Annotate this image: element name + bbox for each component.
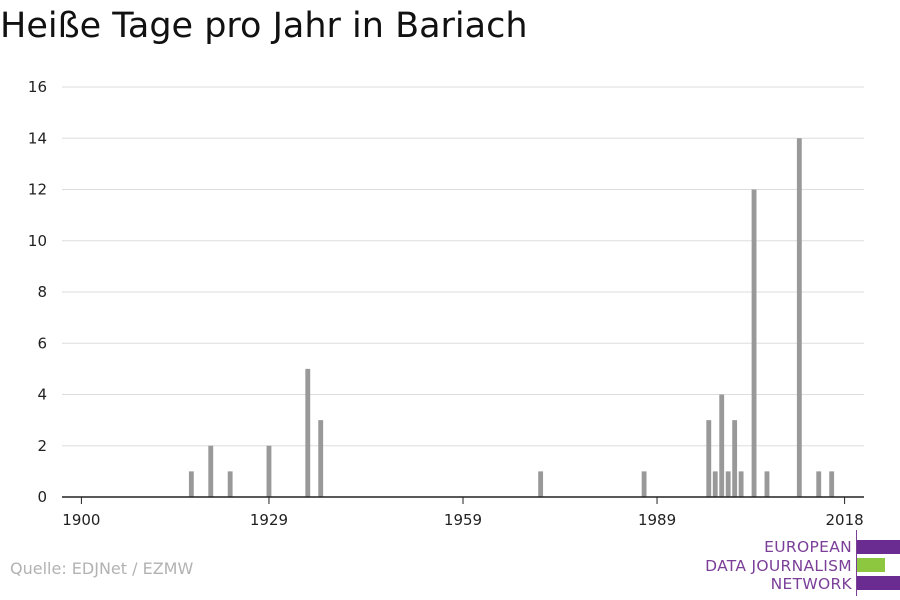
source-note: Quelle: EDJNet / EZMW — [10, 559, 194, 578]
x-tick-label-1900: 1900 — [62, 511, 100, 529]
logo-line-1: EUROPEAN — [764, 538, 852, 556]
logo-bar-green — [857, 558, 885, 572]
y-tick-label-0: 0 — [37, 488, 47, 506]
bar-1917 — [188, 471, 194, 497]
bar-2004 — [751, 189, 757, 497]
y-tick-label-8: 8 — [37, 283, 47, 301]
logo-bar-purple-top — [857, 540, 900, 554]
bar-2016 — [829, 471, 835, 497]
bar-2001 — [732, 420, 738, 497]
logo-bar-purple-bottom — [857, 576, 900, 590]
y-tick-label-16: 16 — [28, 78, 47, 96]
logo-divider — [856, 530, 857, 596]
logo-line-3: NETWORK — [770, 575, 852, 593]
x-tick-label-1959: 1959 — [444, 511, 482, 529]
y-tick-label-4: 4 — [37, 386, 47, 404]
x-tick-label-1989: 1989 — [638, 511, 676, 529]
bar-1923 — [227, 471, 233, 497]
bar-2014 — [816, 471, 822, 497]
bar-1920 — [208, 445, 214, 497]
x-tick-label-2018: 2018 — [826, 511, 864, 529]
bar-2002 — [738, 471, 744, 497]
chart-title: Heiße Tage pro Jahr in Bariach — [0, 6, 528, 46]
x-tick-label-1929: 1929 — [250, 511, 288, 529]
bar-1935 — [305, 368, 311, 497]
y-tick-label-2: 2 — [37, 437, 47, 455]
axes — [62, 496, 864, 504]
y-tick-label-10: 10 — [28, 232, 47, 250]
bar-1971 — [538, 471, 544, 497]
bar-2000 — [725, 471, 731, 497]
bar-1999 — [719, 394, 725, 497]
bars — [188, 138, 835, 497]
bar-1997 — [706, 420, 712, 497]
y-tick-label-6: 6 — [37, 334, 47, 352]
bar-2011 — [796, 138, 802, 497]
edjnet-logo: EUROPEAN DATA JOURNALISM NETWORK — [700, 530, 900, 596]
y-tick-label-14: 14 — [28, 129, 47, 147]
bar-1929 — [266, 445, 272, 497]
logo-line-2: DATA JOURNALISM — [705, 557, 852, 575]
y-tick-labels: 0 2 4 6 8 10 12 14 16 — [28, 78, 47, 506]
bar-1987 — [641, 471, 647, 497]
bar-1998 — [712, 471, 718, 497]
bar-1937 — [318, 420, 324, 497]
gridlines — [62, 86, 864, 447]
x-tick-labels: 1900 1929 1959 1989 2018 — [62, 511, 863, 529]
bar-2006 — [764, 471, 770, 497]
y-tick-label-12: 12 — [28, 181, 47, 199]
